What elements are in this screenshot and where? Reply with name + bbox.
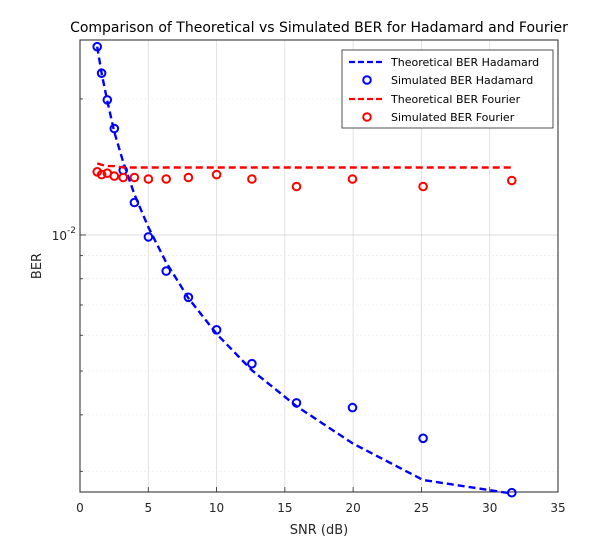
data-point-simulated-ber-fourier — [118, 172, 128, 183]
data-point-simulated-ber-hadamard — [211, 325, 222, 335]
data-point-simulated-ber-fourier — [507, 175, 517, 186]
legend-label-theoretical-fourier: Theoretical BER Fourier — [390, 93, 521, 106]
x-tick-label: 0 — [76, 501, 84, 515]
legend: Theoretical BER Hadamard Simulated BER H… — [341, 49, 554, 129]
data-point-simulated-ber-hadamard — [247, 358, 257, 369]
series-line-theoretical-ber-fourier — [96, 162, 512, 169]
data-point-simulated-ber-fourier — [291, 181, 302, 192]
chart-title: Comparison of Theoretical vs Simulated B… — [70, 20, 568, 36]
x-tick-label: 5 — [144, 501, 152, 515]
y-axis-label: BER — [30, 253, 45, 279]
x-tick-label: 10 — [209, 501, 224, 515]
data-point-simulated-ber-hadamard — [96, 68, 107, 78]
data-point-simulated-ber-fourier — [109, 171, 120, 181]
data-series — [92, 41, 517, 498]
x-tick-label: 15 — [277, 501, 292, 515]
data-point-simulated-ber-hadamard — [92, 41, 102, 52]
data-point-simulated-ber-hadamard — [183, 292, 194, 303]
plot-frame — [79, 39, 559, 493]
data-point-simulated-ber-fourier — [183, 172, 194, 183]
data-point-simulated-ber-fourier — [96, 169, 107, 180]
data-point-simulated-ber-fourier — [161, 174, 171, 184]
x-tick-label: 20 — [346, 501, 361, 515]
data-point-simulated-ber-fourier — [211, 169, 222, 180]
data-point-simulated-ber-hadamard — [507, 487, 517, 498]
legend-swatch-simulated-hadamard — [362, 75, 372, 85]
legend-swatch-simulated-fourier — [362, 112, 372, 122]
data-point-simulated-ber-hadamard — [129, 197, 140, 208]
axis-ticks: 0 5 10 15 20 25 30 35 10-2 — [52, 98, 566, 515]
data-point-simulated-ber-hadamard — [143, 232, 154, 242]
data-point-simulated-ber-hadamard — [161, 266, 171, 276]
data-point-simulated-ber-hadamard — [291, 398, 302, 408]
data-point-simulated-ber-fourier — [247, 174, 257, 184]
data-point-simulated-ber-hadamard — [347, 402, 358, 413]
x-tick-label: 35 — [550, 501, 565, 515]
data-point-simulated-ber-hadamard — [418, 433, 428, 444]
data-point-simulated-ber-hadamard — [102, 95, 113, 105]
y-tick-label: 10-2 — [52, 226, 76, 243]
data-point-simulated-ber-fourier — [347, 174, 358, 184]
x-tick-label: 25 — [414, 501, 429, 515]
series-line-theoretical-ber-hadamard — [96, 46, 512, 495]
legend-label-simulated-fourier: Simulated BER Fourier — [391, 111, 515, 124]
data-point-simulated-ber-fourier — [129, 172, 140, 183]
legend-label-theoretical-hadamard: Theoretical BER Hadamard — [390, 56, 539, 69]
data-point-simulated-ber-fourier — [418, 181, 428, 192]
data-point-simulated-ber-fourier — [143, 174, 154, 184]
x-tick-label: 30 — [482, 501, 497, 515]
x-axis-label: SNR (dB) — [290, 523, 348, 538]
data-point-simulated-ber-hadamard — [109, 123, 120, 134]
legend-label-simulated-hadamard: Simulated BER Hadamard — [391, 74, 533, 87]
